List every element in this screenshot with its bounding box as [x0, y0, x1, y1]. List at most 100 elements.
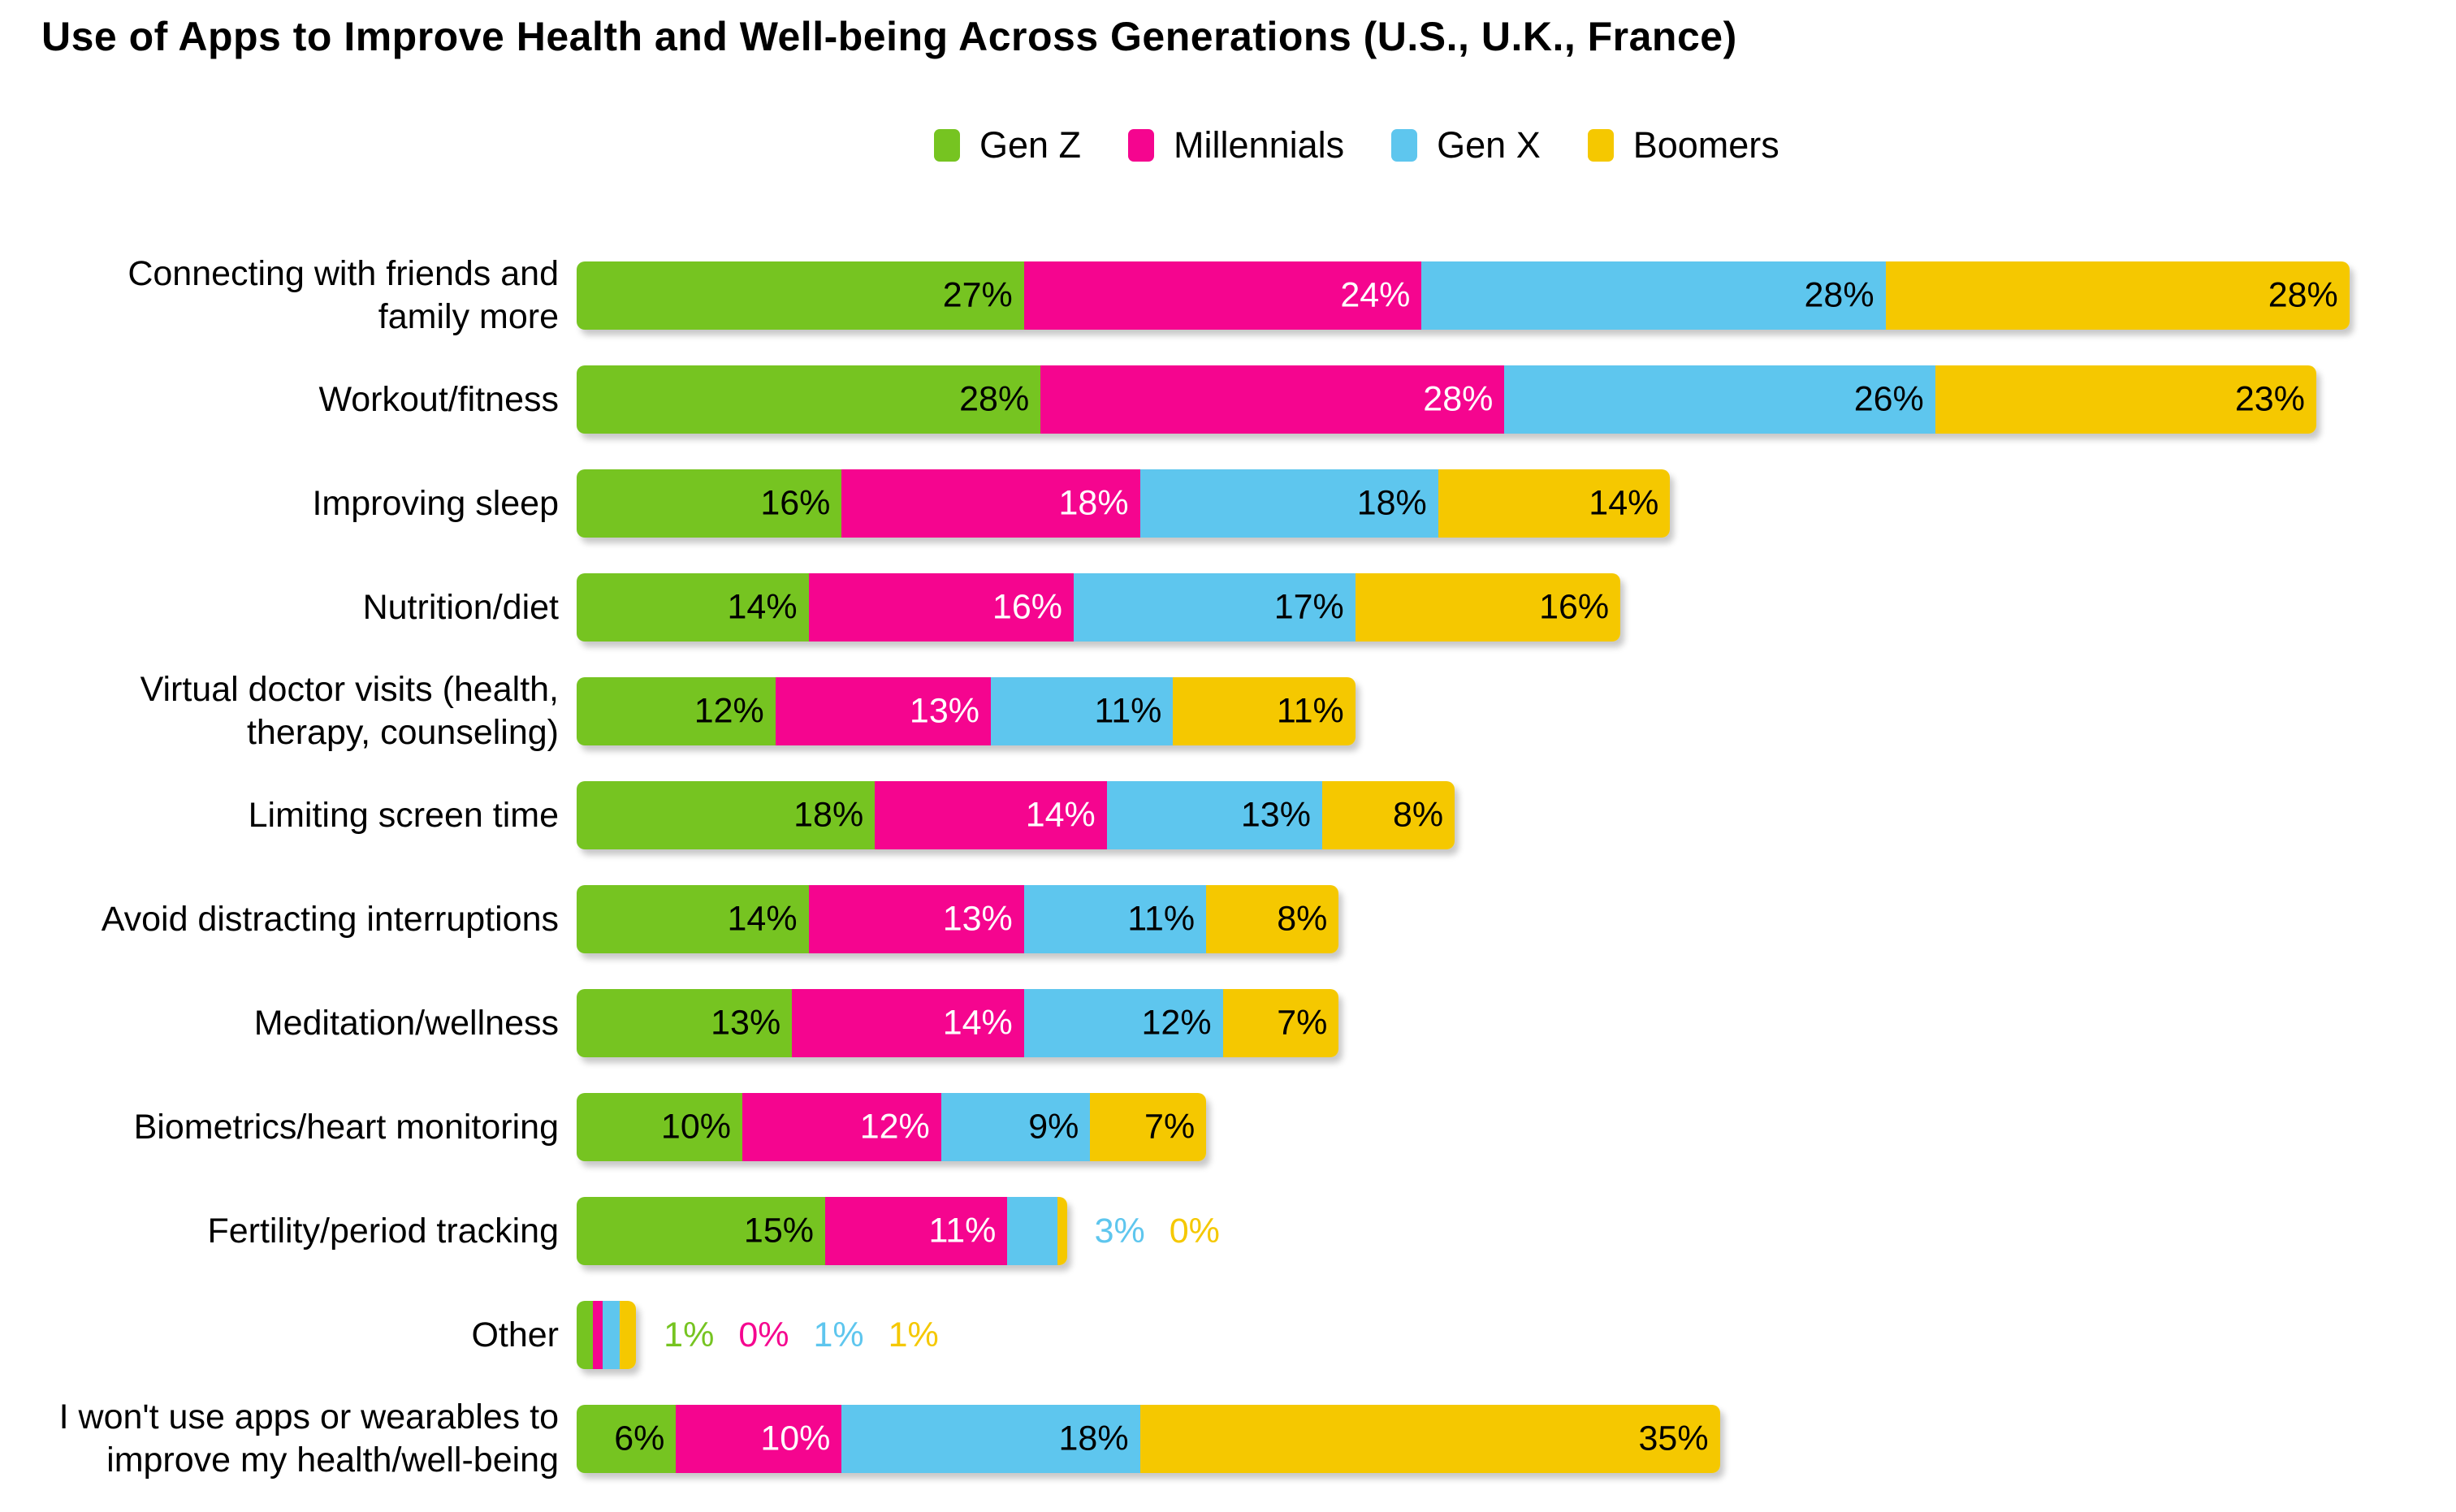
chart-row: Nutrition/diet 14% 16% 17% 16%: [0, 555, 2456, 659]
bar-segment-gen-x: 11%: [990, 677, 1174, 745]
stacked-bar: 18% 14% 13% 8%: [577, 781, 1455, 849]
bar-value-label: 10%: [760, 1419, 831, 1458]
bar-value-label: 15%: [743, 1211, 814, 1251]
chart-row: Limiting screen time 18% 14% 13% 8%: [0, 763, 2456, 867]
bar-segment-boomers: 23%: [1935, 365, 2316, 434]
bar-value-label: 18%: [1058, 1419, 1129, 1458]
category-label: Meditation/wellness: [253, 1003, 559, 1043]
legend-label-millennials: Millennials: [1174, 124, 1345, 166]
bar-value-label: 7%: [1144, 1107, 1196, 1147]
stacked-bar: 6% 10% 18% 35%: [577, 1405, 1720, 1473]
bar-segment-gen-x: 12%: [1023, 989, 1223, 1057]
legend-label-gen-z: Gen Z: [979, 124, 1082, 166]
bar-value-label: 28%: [1423, 379, 1494, 419]
chart-row: Connecting with friends and family more 2…: [0, 244, 2456, 348]
bar-value-label: 11%: [1127, 899, 1196, 939]
category-label: I won't use apps or wearables to improve…: [58, 1398, 559, 1480]
bar-value-label: 10%: [660, 1107, 731, 1147]
bar-value-label: 12%: [694, 691, 764, 731]
chart-row: Workout/fitness 28% 28% 26% 23%: [0, 348, 2456, 451]
bar-segment-millennials: 28%: [1040, 365, 1505, 434]
bar-segment-gen-z: 18%: [577, 781, 876, 849]
stacked-bar: 10% 12% 9% 7%: [577, 1093, 1207, 1161]
bar-segment-boomers: 8%: [1321, 781, 1455, 849]
bar-segment-boomers: 7%: [1090, 1093, 1207, 1161]
chart-row: Biometrics/heart monitoring 10% 12% 9% 7%: [0, 1075, 2456, 1179]
bar-segment-boomers: [1057, 1197, 1067, 1265]
bar-value-label: 27%: [942, 275, 1013, 315]
bar-segment-millennials: 24%: [1023, 261, 1422, 330]
bar-value-label: 16%: [992, 587, 1062, 627]
bar-segment-millennials: 12%: [742, 1093, 941, 1161]
bar-value-label: 8%: [1393, 795, 1444, 835]
category-label: Avoid distracting interruptions: [101, 899, 559, 939]
bar-value-label: 13%: [711, 1003, 781, 1043]
bar-segment-gen-x: [603, 1301, 620, 1369]
bar-value-label: 11%: [1094, 691, 1162, 731]
bar-value-label: 14%: [1025, 795, 1096, 835]
chart-row: Virtual doctor visits (health, therapy, …: [0, 659, 2456, 763]
bar-segment-gen-x: 26%: [1504, 365, 1935, 434]
bar-segment-boomers: 35%: [1139, 1405, 1720, 1473]
outside-value-labels: 3% 0%: [1094, 1211, 1220, 1251]
chart-title: Use of Apps to Improve Health and Well-b…: [41, 14, 1737, 59]
bar-segment-boomers: 28%: [1885, 261, 2350, 330]
bar-segment-millennials: 16%: [808, 573, 1074, 642]
legend-swatch-gen-z: [934, 128, 960, 162]
bar-segment-gen-z: 15%: [577, 1197, 825, 1265]
bar-value-label: 14%: [942, 1003, 1013, 1043]
bar-value-label-outside: 0%: [1169, 1211, 1220, 1251]
bar-value-label: 28%: [2268, 275, 2338, 315]
stacked-bar: 13% 14% 12% 7%: [577, 989, 1339, 1057]
chart-row: Improving sleep 16% 18% 18% 14%: [0, 451, 2456, 555]
bar-segment-gen-x: 28%: [1421, 261, 1886, 330]
legend-label-gen-x: Gen X: [1437, 124, 1541, 166]
bar-value-label: 9%: [1028, 1107, 1079, 1147]
stacked-bar: 14% 13% 11% 8%: [577, 885, 1339, 953]
stacked-bar: 14% 16% 17% 16%: [577, 573, 1621, 642]
bar-segment-boomers: [619, 1301, 637, 1369]
chart-row: Meditation/wellness 13% 14% 12% 7%: [0, 971, 2456, 1075]
category-label: Workout/fitness: [318, 379, 559, 419]
bar-value-label: 16%: [760, 483, 831, 523]
bar-segment-millennials: 18%: [841, 469, 1140, 538]
category-label: Fertility/period tracking: [207, 1211, 559, 1251]
bar-segment-gen-x: 11%: [1023, 885, 1207, 953]
legend: Gen Z Millennials Gen X Boomers: [934, 127, 1779, 163]
bar-value-label: 14%: [727, 587, 798, 627]
bar-value-label: 24%: [1340, 275, 1411, 315]
category-label: Biometrics/heart monitoring: [133, 1107, 559, 1147]
stacked-bar: 12% 13% 11% 11%: [577, 677, 1356, 745]
category-label: Other: [471, 1315, 559, 1354]
stacked-bar: 16% 18% 18% 14%: [577, 469, 1671, 538]
bar-value-label: 12%: [859, 1107, 930, 1147]
category-label: Nutrition/diet: [362, 587, 559, 627]
stacked-bar: 27% 24% 28% 28%: [577, 261, 2350, 330]
legend-label-boomers: Boomers: [1632, 124, 1779, 166]
chart-rows: Connecting with friends and family more 2…: [0, 244, 2456, 1491]
stacked-bar: 15% 11%: [577, 1197, 1067, 1265]
bar-segment-gen-x: 18%: [841, 1405, 1140, 1473]
bar-segment-millennials: 11%: [825, 1197, 1008, 1265]
bar-value-label: 26%: [1853, 379, 1924, 419]
bar-value-label: 28%: [1804, 275, 1874, 315]
bar-segment-gen-z: 14%: [577, 885, 809, 953]
bar-value-label: 17%: [1273, 587, 1344, 627]
bar-value-label: 12%: [1141, 1003, 1212, 1043]
bar-value-label: 35%: [1638, 1419, 1709, 1458]
bar-value-label: 13%: [1240, 795, 1311, 835]
bar-value-label-outside: 1%: [813, 1315, 864, 1354]
chart-row: Other 1% 0% 1% 1%: [0, 1283, 2456, 1387]
outside-value-labels: 1% 0% 1% 1%: [664, 1315, 939, 1354]
bar-segment-boomers: 11%: [1173, 677, 1356, 745]
bar-value-label-outside: 0%: [738, 1315, 789, 1354]
bar-segment-gen-z: 6%: [577, 1405, 677, 1473]
category-label: Limiting screen time: [248, 795, 559, 835]
bar-value-label-outside: 3%: [1094, 1211, 1145, 1251]
bar-value-label: 18%: [1356, 483, 1427, 523]
bar-value-label: 6%: [614, 1419, 665, 1458]
bar-value-label: 16%: [1539, 587, 1610, 627]
chart-row: I won't use apps or wearables to improve…: [0, 1387, 2456, 1491]
bar-segment-gen-z: 12%: [577, 677, 776, 745]
